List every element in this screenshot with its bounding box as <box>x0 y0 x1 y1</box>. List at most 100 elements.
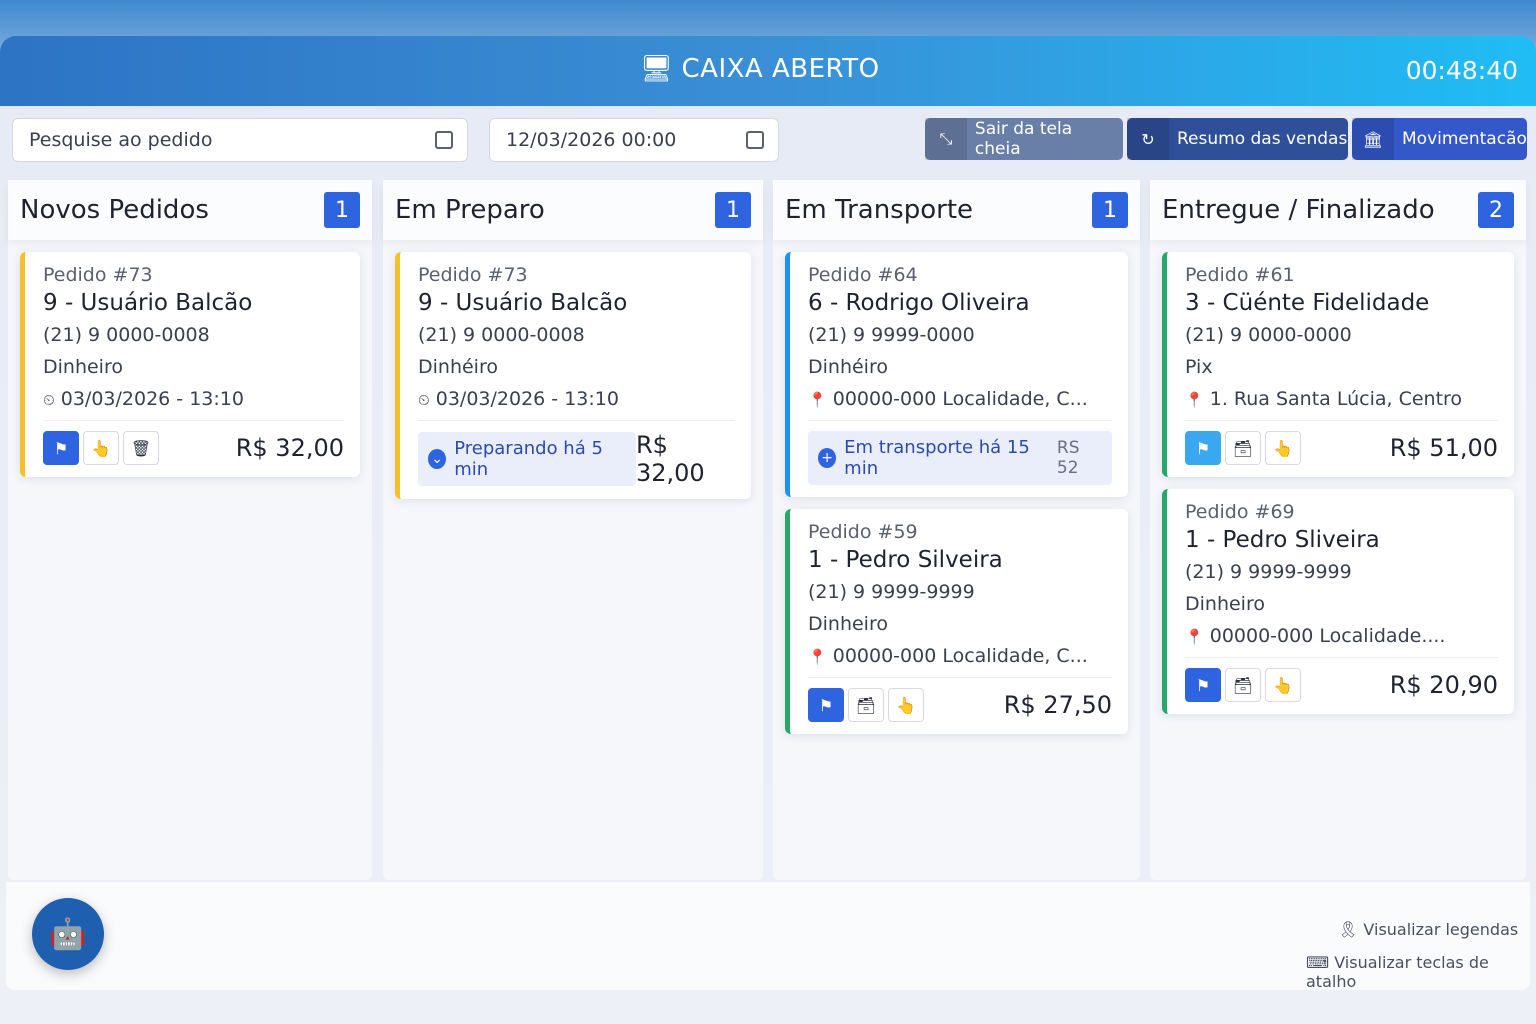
search-input[interactable]: Pesquise ao pedido <box>12 118 468 162</box>
order-detail: ⏲ 03/03/2026 - 13:10 <box>43 388 244 410</box>
status-indicator: + Em transporte há 15 min RS 52 <box>808 431 1112 485</box>
card-footer: ⚑ 🗃 👆 R$ 51,00 <box>1185 420 1498 465</box>
payment-method: Pix <box>1185 356 1213 378</box>
customer-phone: (21) 9 9999-9999 <box>1185 561 1352 583</box>
order-number: Pedido #69 <box>1185 501 1295 523</box>
pin-icon: 📍 <box>808 391 827 409</box>
column-header: Em Transporte 1 <box>773 180 1140 240</box>
customer-phone: (21) 9 0000-0000 <box>1185 324 1352 346</box>
payment-method: Dinhéiro <box>418 356 498 378</box>
order-price: R$ 20,90 <box>1389 671 1498 699</box>
chevron-down-circle-icon: ⌄ <box>428 449 447 469</box>
clock: 00:48:40 <box>1405 56 1518 85</box>
customer-name: 9 - Usuário Balcão <box>418 290 628 316</box>
column-0: Novos Pedidos 1 Pedido #73 9 - Usuário Ba… <box>8 180 372 880</box>
order-card[interactable]: Pedido #69 1 - Pedro Sliveira (21) 9 999… <box>1162 489 1514 714</box>
archive-icon[interactable]: 🗃 <box>1225 668 1261 702</box>
card-footer: + Em transporte há 15 min RS 52 <box>808 420 1112 485</box>
customer-name: 3 - Cüénte Fidelidade <box>1185 290 1430 316</box>
column-header: Em Preparo 1 <box>383 180 763 240</box>
order-detail: 📍 00000-000 Localidade, C... <box>808 645 1088 667</box>
monitor-icon: 🖥 <box>640 54 674 84</box>
archive-icon[interactable]: 🗃 <box>848 688 884 722</box>
column-title: Novos Pedidos <box>20 195 209 225</box>
order-price: RS 52 <box>1056 438 1080 478</box>
plus-circle-icon: + <box>818 448 837 468</box>
clock-icon: ⏲ <box>43 391 55 409</box>
order-card[interactable]: Pedido #61 3 - Cüénte Fidelidade (21) 9 … <box>1162 252 1514 477</box>
flag-icon[interactable]: ⚑ <box>1185 431 1221 465</box>
column-1: Em Preparo 1 Pedido #73 9 - Usuário Balcã… <box>383 180 763 880</box>
card-actions: ⚑ 🗃 👆 <box>808 688 924 722</box>
chatbot-button[interactable]: 🤖 <box>32 898 104 970</box>
hand-icon[interactable]: 👆 <box>1265 431 1301 465</box>
order-detail: 📍 00000-000 Localidade, C... <box>808 388 1088 410</box>
clock-icon: ⏲ <box>418 391 430 409</box>
header-title: 🖥 CAIXA ABERTO <box>640 54 880 84</box>
order-card[interactable]: Pedido #59 1 - Pedro Silveira (21) 9 999… <box>785 509 1128 734</box>
customer-name: 6 - Rodrigo Oliveira <box>808 290 1030 316</box>
order-detail: 📍 1. Rua Santa Lúcia, Centro <box>1185 388 1463 410</box>
column-header: Entregue / Finalizado 2 <box>1150 180 1526 240</box>
pin-icon: 📍 <box>808 648 827 666</box>
card-actions: ⚑ 👆 🗑 <box>43 431 159 465</box>
payment-method: Dinheiro <box>43 356 123 378</box>
hand-icon[interactable]: 👆 <box>1265 668 1301 702</box>
count-badge: 1 <box>324 192 360 228</box>
customer-phone: (21) 9 9999-9999 <box>808 581 975 603</box>
movement-button[interactable]: 🏛 Movimentacão <box>1352 118 1527 160</box>
column-3: Entregue / Finalizado 2 Pedido #61 3 - Cü… <box>1150 180 1526 880</box>
customer-name: 1 - Pedro Silveira <box>808 547 1003 573</box>
flag-icon[interactable]: ⚑ <box>1185 668 1221 702</box>
count-badge: 2 <box>1478 192 1514 228</box>
card-footer: ⚑ 🗃 👆 R$ 27,50 <box>808 677 1112 722</box>
count-badge: 1 <box>715 192 751 228</box>
order-detail: 📍 00000-000 Localidade.... <box>1185 625 1446 647</box>
status-indicator: ⌄ Preparando há 5 min <box>418 432 636 486</box>
payment-method: Dinheiro <box>1185 593 1265 615</box>
customer-name: 9 - Usuário Balcão <box>43 290 253 316</box>
sales-summary-button[interactable]: ↻ Resumo das vendas <box>1127 118 1348 160</box>
robot-icon: 🤖 <box>49 916 87 952</box>
card-footer: ⚑ 🗃 👆 R$ 20,90 <box>1185 657 1498 702</box>
hand-icon[interactable]: 👆 <box>83 431 119 465</box>
calendar-icon[interactable] <box>746 131 764 149</box>
archive-icon[interactable]: 🗃 <box>1225 431 1261 465</box>
order-number: Pedido #59 <box>808 521 918 543</box>
payment-method: Dinhéiro <box>808 356 888 378</box>
order-card[interactable]: Pedido #73 9 - Usuário Balcão (21) 9 000… <box>20 252 360 477</box>
keyboard-icon: ⌨ <box>1306 953 1330 972</box>
column-title: Entregue / Finalizado <box>1162 195 1435 225</box>
column-title: Em Transporte <box>785 195 974 225</box>
order-number: Pedido #73 <box>418 264 528 286</box>
card-actions: ⚑ 🗃 👆 <box>1185 668 1301 702</box>
order-price: R$ 27,50 <box>1003 691 1112 719</box>
exit-fullscreen-button[interactable]: ⤡ Sair da tela cheia <box>925 118 1123 160</box>
order-detail: ⏲ 03/03/2026 - 13:10 <box>418 388 619 410</box>
customer-name: 1 - Pedro Sliveira <box>1185 527 1380 553</box>
order-number: Pedido #73 <box>43 264 153 286</box>
count-badge: 1 <box>1092 192 1128 228</box>
flag-icon[interactable]: ⚑ <box>808 688 844 722</box>
flag-icon[interactable]: ⚑ <box>43 431 79 465</box>
trash-icon[interactable]: 🗑 <box>123 431 159 465</box>
order-price: R$ 32,00 <box>235 434 344 462</box>
pin-icon: 📍 <box>1185 628 1204 646</box>
order-card[interactable]: Pedido #64 6 - Rodrigo Oliveira (21) 9 9… <box>785 252 1128 497</box>
view-legends-link[interactable]: 🎗 Visualizar legendas <box>1338 920 1519 939</box>
customer-phone: (21) 9 9999-0000 <box>808 324 975 346</box>
calendar-icon[interactable] <box>435 131 453 149</box>
card-footer: ⌄ Preparando há 5 min R$ 32,00 <box>418 420 735 487</box>
date-input[interactable]: 12/03/2026 00:00 <box>489 118 779 162</box>
card-footer: ⚑ 👆 🗑 R$ 32,00 <box>43 420 344 465</box>
column-title: Em Preparo <box>395 195 545 225</box>
view-shortcuts-link[interactable]: ⌨ Visualizar teclas de atalho <box>1306 953 1489 991</box>
customer-phone: (21) 9 0000-0008 <box>43 324 210 346</box>
header: 🖥 CAIXA ABERTO 00:48:40 <box>0 36 1536 106</box>
hand-icon[interactable]: 👆 <box>888 688 924 722</box>
order-card[interactable]: Pedido #73 9 - Usuário Balcão (21) 9 000… <box>395 252 751 499</box>
pin-icon: 📍 <box>1185 391 1204 409</box>
order-number: Pedido #61 <box>1185 264 1295 286</box>
bank-icon: 🏛 <box>1352 118 1394 160</box>
refresh-icon: ↻ <box>1127 118 1169 160</box>
